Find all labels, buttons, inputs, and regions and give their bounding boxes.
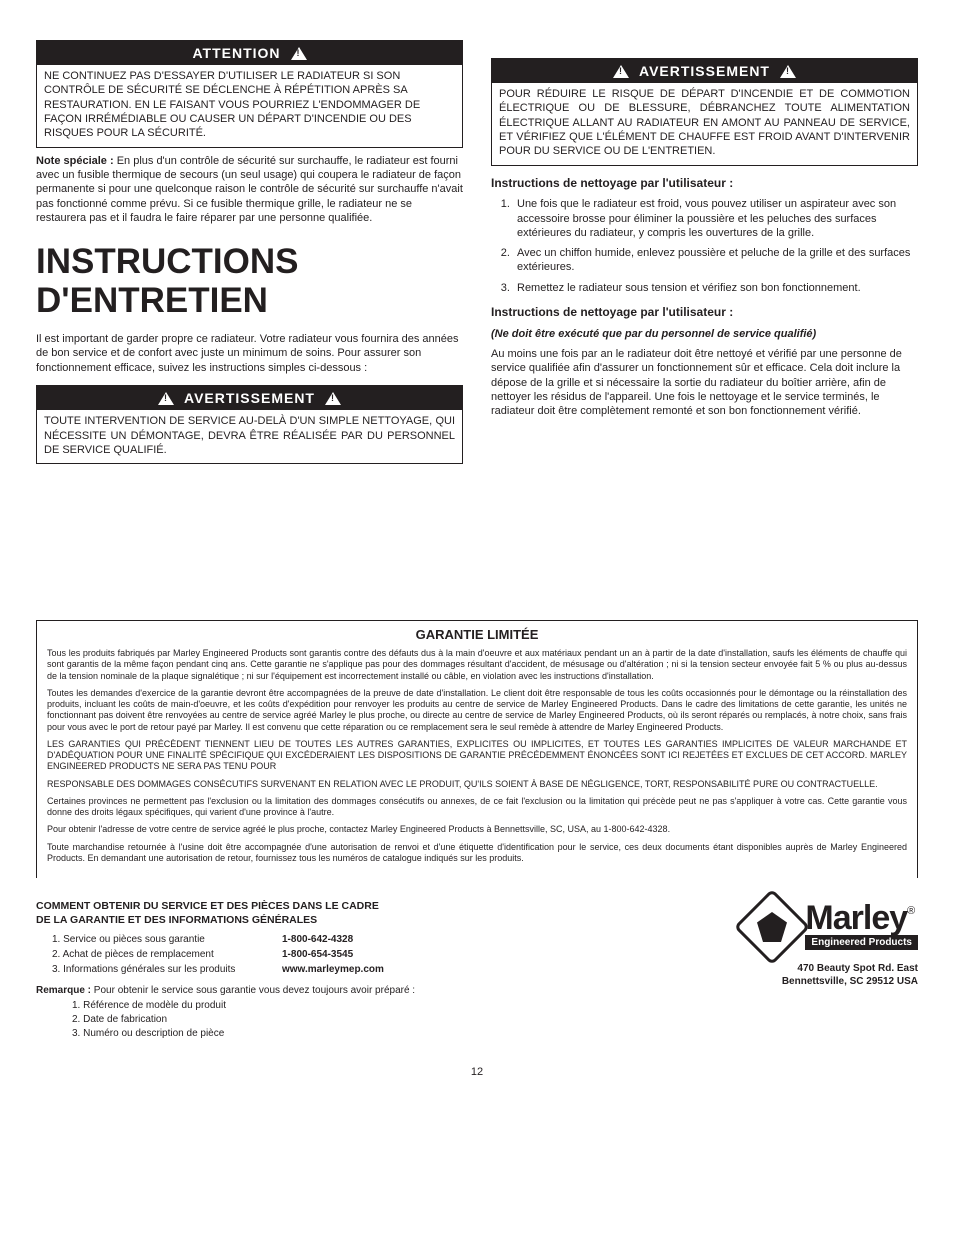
- logo-text: Marley® Engineered Products: [805, 904, 918, 950]
- contact-line-3: 3. Informations générales sur les produi…: [36, 963, 566, 976]
- attention-label: ATTENTION: [192, 44, 280, 62]
- contact-3-value: www.marleymep.com: [282, 963, 384, 976]
- cleaning-heading-2: Instructions de nettoyage par l'utilisat…: [491, 305, 918, 321]
- contact-1-label: 1. Service ou pièces sous garantie: [52, 933, 282, 946]
- remark: Remarque : Pour obtenir le service sous …: [36, 984, 566, 997]
- warning-triangle-icon: [613, 65, 629, 78]
- attention-header: ATTENTION: [37, 41, 462, 65]
- remark-1: 1. Référence de modèle du produit: [72, 999, 566, 1012]
- remark-3: 3. Numéro ou description de pièce: [72, 1027, 566, 1040]
- warranty-p1: Tous les produits fabriqués par Marley E…: [47, 648, 907, 682]
- spacer: [491, 40, 918, 58]
- left-column: ATTENTION NE CONTINUEZ PAS D'ESSAYER D'U…: [36, 40, 463, 470]
- company-logo: Marley® Engineered Products: [745, 900, 918, 954]
- footer-row: COMMENT OBTENIR DU SERVICE ET DES PIÈCES…: [36, 900, 918, 1041]
- contact-3-label: 3. Informations générales sur les produi…: [52, 963, 282, 976]
- logo-mark-icon: [734, 889, 810, 965]
- warning-box-left: AVERTISSEMENT TOUTE INTERVENTION DE SERV…: [36, 385, 463, 464]
- contact-line-2: 2. Achat de pièces de remplacement 1-800…: [36, 948, 566, 961]
- company-address: 470 Beauty Spot Rd. East Bennettsville, …: [586, 962, 918, 988]
- remark-label: Remarque :: [36, 985, 91, 996]
- contact-1-value: 1-800-642-4328: [282, 933, 353, 946]
- brand-name: Marley®: [805, 904, 918, 933]
- contact-section: COMMENT OBTENIR DU SERVICE ET DES PIÈCES…: [36, 900, 566, 1041]
- warranty-p5: Certaines provinces ne permettent pas l'…: [47, 796, 907, 819]
- warranty-p7: Toute marchandise retournée à l'usine do…: [47, 842, 907, 865]
- special-note: Note spéciale : En plus d'un contrôle de…: [36, 154, 463, 225]
- maintenance-intro: Il est important de garder propre ce rad…: [36, 332, 463, 375]
- warning-header-right: AVERTISSEMENT: [492, 59, 917, 83]
- warning-triangle-icon: [291, 47, 307, 60]
- title-line-1: INSTRUCTIONS: [36, 242, 299, 281]
- cleaning-steps: Une fois que le radiateur est froid, vou…: [491, 197, 918, 295]
- step-1: Une fois que le radiateur est froid, vou…: [513, 197, 918, 240]
- title-line-2: D'ENTRETIEN: [36, 281, 268, 320]
- step-2: Avec un chiffon humide, enlevez poussièr…: [513, 246, 918, 275]
- address-line-1: 470 Beauty Spot Rd. East: [797, 963, 918, 974]
- warning-header-left: AVERTISSEMENT: [37, 386, 462, 410]
- special-note-label: Note spéciale :: [36, 155, 114, 167]
- warranty-p6: Pour obtenir l'adresse de votre centre d…: [47, 824, 907, 835]
- warning-triangle-icon: [325, 392, 341, 405]
- remark-text: Pour obtenir le service sous garantie vo…: [91, 985, 415, 996]
- warning-label-left: AVERTISSEMENT: [184, 389, 315, 407]
- attention-box: ATTENTION NE CONTINUEZ PAS D'ESSAYER D'U…: [36, 40, 463, 148]
- contact-line-1: 1. Service ou pièces sous garantie 1-800…: [36, 933, 566, 946]
- step-3: Remettez le radiateur sous tension et vé…: [513, 281, 918, 295]
- company-section: Marley® Engineered Products 470 Beauty S…: [586, 900, 918, 1041]
- section-title: INSTRUCTIONS D'ENTRETIEN: [36, 243, 463, 320]
- attention-body: NE CONTINUEZ PAS D'ESSAYER D'UTILISER LE…: [37, 65, 462, 146]
- cleaning-subheading: (Ne doit être exécuté que par du personn…: [491, 327, 918, 341]
- warning-body-left: TOUTE INTERVENTION DE SERVICE AU-DELÀ D'…: [37, 410, 462, 463]
- page-number: 12: [36, 1065, 918, 1079]
- warning-triangle-icon: [158, 392, 174, 405]
- warning-body-right: POUR RÉDUIRE LE RISQUE DE DÉPART D'INCEN…: [492, 83, 917, 164]
- contact-head-1: COMMENT OBTENIR DU SERVICE ET DES PIÈCES…: [36, 900, 379, 912]
- warning-triangle-icon: [780, 65, 796, 78]
- contact-heading: COMMENT OBTENIR DU SERVICE ET DES PIÈCES…: [36, 900, 566, 927]
- warranty-box: GARANTIE LIMITÉE Tous les produits fabri…: [36, 620, 918, 878]
- contact-head-2: DE LA GARANTIE ET DES INFORMATIONS GÉNÉR…: [36, 914, 317, 926]
- two-column-region: ATTENTION NE CONTINUEZ PAS D'ESSAYER D'U…: [36, 40, 918, 470]
- warning-label-right: AVERTISSEMENT: [639, 62, 770, 80]
- contact-2-value: 1-800-654-3545: [282, 948, 353, 961]
- address-line-2: Bennettsville, SC 29512 USA: [782, 976, 918, 987]
- remark-list: 1. Référence de modèle du produit 2. Dat…: [36, 999, 566, 1040]
- warning-box-right: AVERTISSEMENT POUR RÉDUIRE LE RISQUE DE …: [491, 58, 918, 166]
- brand-text: Marley: [805, 899, 907, 937]
- remark-2: 2. Date de fabrication: [72, 1013, 566, 1026]
- cleaning-heading-1: Instructions de nettoyage par l'utilisat…: [491, 176, 918, 192]
- annual-cleaning-para: Au moins une fois par an le radiateur do…: [491, 347, 918, 418]
- right-column: AVERTISSEMENT POUR RÉDUIRE LE RISQUE DE …: [491, 40, 918, 470]
- registered-icon: ®: [907, 905, 915, 917]
- brand-tagline: Engineered Products: [805, 935, 918, 950]
- contact-2-label: 2. Achat de pièces de remplacement: [52, 948, 282, 961]
- warranty-p4: RESPONSABLE DES DOMMAGES CONSÉCUTIFS SUR…: [47, 779, 907, 790]
- warranty-p2: Toutes les demandes d'exercice de la gar…: [47, 688, 907, 733]
- warranty-title: GARANTIE LIMITÉE: [47, 627, 907, 644]
- warranty-p3: LES GARANTIES QUI PRÉCÈDENT TIENNENT LIE…: [47, 739, 907, 773]
